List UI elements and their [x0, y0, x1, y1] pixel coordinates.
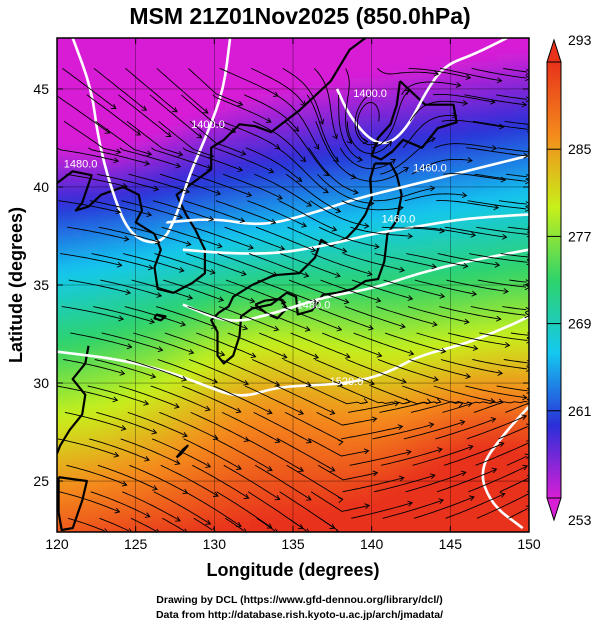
- colorbar-tick-label: 261: [568, 403, 592, 419]
- y-axis-label: Latitude (degrees): [6, 207, 26, 363]
- contour-labels: 1480.0 1400.0 1400.0 1460.0 1460.0 1480.0 1520…: [64, 88, 447, 388]
- x-axis-label: Longitude (degrees): [206, 560, 379, 580]
- x-tick-label: 145: [439, 536, 463, 552]
- y-tick-label: 25: [33, 473, 49, 489]
- colorbar-max-arrow: [546, 38, 562, 63]
- y-tick-label: 45: [33, 81, 49, 97]
- x-tick-label: 130: [203, 536, 227, 552]
- map-plot-area: 1480.0 1400.0 1400.0 1460.0 1460.0 1480.0 1520…: [57, 38, 529, 532]
- x-tick-label: 120: [45, 536, 69, 552]
- streamlines: [57, 67, 529, 532]
- colorbar-tick-label: 253: [568, 512, 592, 528]
- contour-label: 1400.0: [191, 119, 225, 131]
- map-title: MSM 21Z01Nov2025 (850.0hPa): [129, 3, 470, 29]
- credit-drawing: Drawing by DCL (https://www.gfd-dennou.o…: [156, 594, 443, 606]
- contour-label: 1400.0: [353, 88, 387, 100]
- credit-data-source: Data from http://database.rish.kyoto-u.a…: [155, 609, 444, 621]
- y-tick-label: 40: [33, 179, 49, 195]
- coastlines: [57, 38, 458, 532]
- colorbar-min-arrow: [546, 497, 562, 522]
- y-axis-ticks: 25 30 35 40 45: [33, 81, 529, 489]
- y-tick-label: 35: [33, 277, 49, 293]
- contour-label: 1460.0: [413, 162, 447, 174]
- contour-label: 1520.0: [330, 376, 364, 388]
- contour-label: 1480.0: [297, 300, 331, 312]
- contour-label: 1480.0: [64, 158, 98, 170]
- colorbar-scale: [546, 61, 562, 499]
- x-axis-ticks: 120 125 130 135 140 145 150: [45, 38, 541, 552]
- contour-label: 1460.0: [382, 213, 416, 225]
- x-tick-label: 140: [360, 536, 384, 552]
- y-tick-label: 30: [33, 375, 49, 391]
- colorbar-tick-label: 277: [568, 228, 592, 244]
- x-tick-label: 125: [124, 536, 148, 552]
- colorbar-ticks: 253 261 269 277 285 293: [547, 32, 592, 528]
- colorbar-tick-label: 293: [568, 32, 592, 48]
- x-tick-label: 150: [517, 536, 541, 552]
- colorbar-tick-label: 285: [568, 141, 592, 157]
- colorbar: 253 261 269 277 285 293: [546, 32, 592, 528]
- temperature-field: [57, 38, 529, 532]
- colorbar-tick-label: 269: [568, 316, 592, 332]
- x-tick-label: 135: [281, 536, 305, 552]
